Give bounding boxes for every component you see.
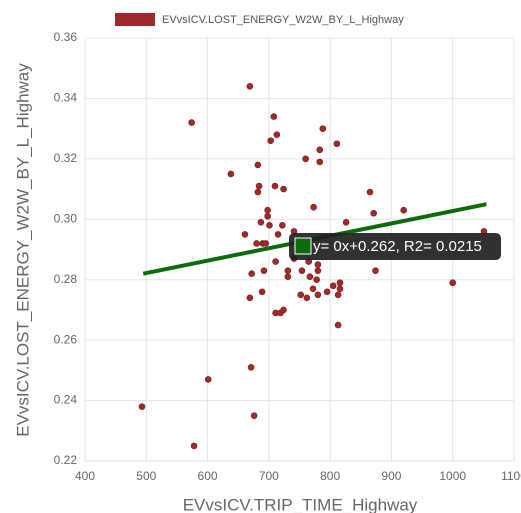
point: [254, 188, 262, 196]
point: [310, 203, 317, 211]
point: [246, 294, 254, 302]
point: [264, 206, 271, 214]
y-tick-label: 0.34: [54, 91, 78, 105]
point: [313, 276, 320, 284]
point: [274, 231, 282, 238]
point: [264, 212, 271, 220]
point: [314, 291, 322, 299]
x-tick-label: 900: [381, 469, 401, 483]
x-tick-label: 700: [259, 469, 279, 483]
point: [258, 288, 266, 296]
point: [336, 279, 344, 287]
x-axis-label: EVvsICV.TRIP_TIME_Highway: [183, 495, 418, 513]
point: [298, 267, 306, 274]
tooltip-swatch: [294, 237, 312, 255]
y-tick-label: 0.22: [54, 453, 78, 467]
point: [271, 182, 279, 190]
point: [306, 273, 314, 280]
point: [248, 270, 255, 277]
x-tick-label: 400: [75, 469, 95, 483]
y-tick-label: 0.32: [54, 151, 78, 165]
point: [262, 240, 270, 247]
y-axis-label: EVvsICV.LOST_ENERGY_W2W_BY_L_Highway: [13, 63, 32, 437]
x-tick-label: 1100: [501, 469, 521, 483]
point: [204, 376, 212, 383]
point: [227, 170, 235, 178]
point: [266, 222, 273, 229]
point: [280, 306, 287, 314]
point: [273, 131, 281, 138]
point: [314, 261, 322, 268]
point: [241, 231, 249, 238]
point: [190, 442, 198, 450]
point: [284, 273, 292, 280]
point: [319, 125, 327, 132]
point: [323, 288, 331, 296]
point: [333, 140, 341, 148]
tooltip-box: [289, 233, 501, 260]
y-tick-label: 0.24: [54, 393, 78, 407]
point: [334, 321, 342, 329]
point: [297, 291, 305, 299]
y-tick-label: 0.26: [54, 332, 78, 346]
legend-label[interactable]: EVvsICV.LOST_ENERGY_W2W_BY_L_Highway: [162, 14, 404, 26]
point: [342, 219, 350, 226]
point: [316, 158, 324, 166]
x-tick-label: 500: [136, 469, 156, 483]
legend-swatch[interactable]: [115, 13, 155, 26]
point: [314, 267, 322, 274]
point: [280, 185, 287, 193]
point: [260, 267, 268, 274]
point: [372, 267, 379, 274]
y-tick-label: 0.36: [54, 30, 78, 44]
point: [267, 137, 274, 145]
y-tick-label: 0.28: [54, 272, 78, 286]
point: [302, 155, 309, 163]
point: [366, 188, 374, 196]
point: [449, 279, 457, 287]
y-tick-label: 0.30: [54, 211, 78, 225]
tooltip-text: y= 0x+0.262, R2= 0.0215: [313, 238, 482, 255]
point: [303, 294, 311, 302]
point: [253, 240, 260, 247]
x-tick-label: 1000: [439, 469, 466, 483]
point: [370, 209, 377, 217]
point: [336, 285, 344, 293]
point: [138, 403, 146, 410]
point: [279, 222, 286, 229]
point: [272, 258, 279, 265]
point: [329, 282, 337, 290]
point: [254, 161, 262, 169]
point: [284, 267, 292, 274]
point: [270, 113, 278, 120]
point: [188, 119, 195, 126]
point: [250, 412, 258, 419]
point: [255, 182, 263, 190]
point: [316, 146, 324, 154]
point: [309, 285, 317, 293]
x-tick-label: 800: [320, 469, 340, 483]
point: [400, 206, 407, 214]
point: [246, 83, 254, 90]
point: [247, 364, 255, 371]
x-tick-label: 600: [198, 469, 218, 483]
point: [334, 291, 342, 299]
point: [257, 219, 265, 226]
